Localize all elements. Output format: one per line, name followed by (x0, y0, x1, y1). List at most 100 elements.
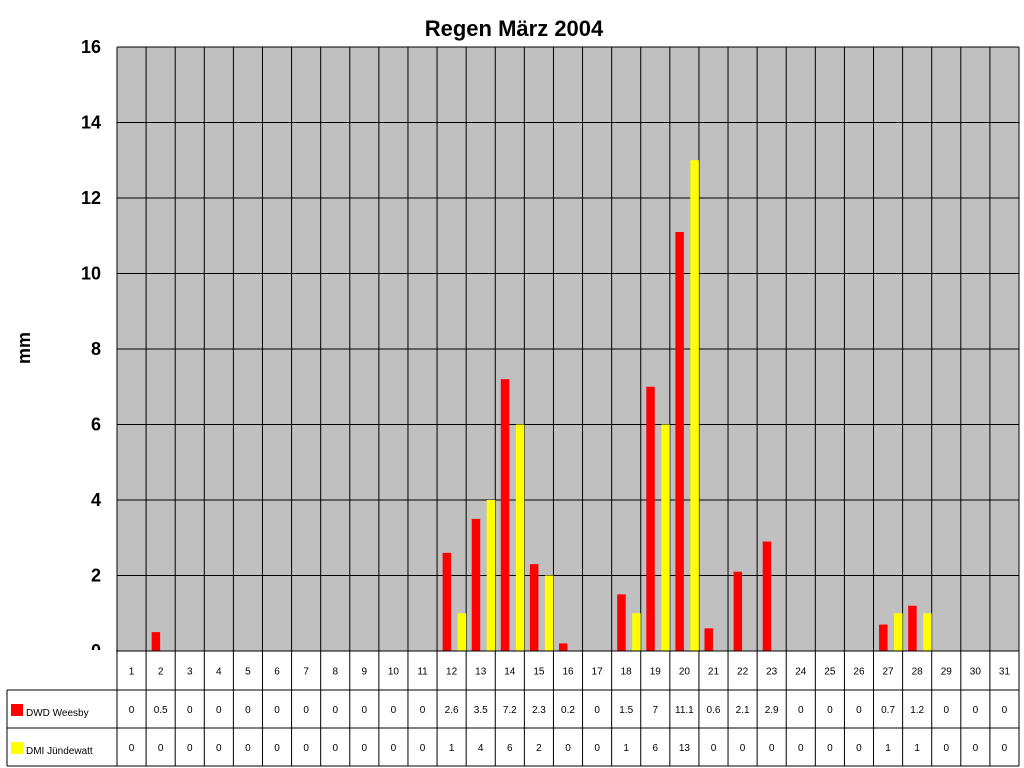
y-axis-label: mm (14, 332, 34, 364)
table-value: 7.2 (503, 705, 517, 716)
table-value: 0 (303, 743, 309, 754)
y-tick-label: 6 (91, 415, 101, 435)
category-label: 15 (533, 667, 545, 678)
table-value: 0 (769, 743, 775, 754)
y-tick-label: 8 (91, 339, 101, 359)
bar-dwd-20 (675, 231, 684, 651)
bar-dwd-14 (500, 379, 510, 651)
table-value: 0 (711, 743, 717, 754)
table-value: 0 (158, 743, 164, 754)
category-label: 27 (883, 667, 895, 678)
table-value: 0 (187, 705, 193, 716)
bar-dmi-15 (544, 575, 554, 651)
legend-label: DWD Weesby (26, 708, 89, 719)
table-value: 0 (129, 705, 135, 716)
category-label: 14 (504, 667, 516, 678)
table-value: 13 (679, 743, 691, 754)
table-value: 1 (623, 743, 629, 754)
table-value: 2.9 (765, 705, 779, 716)
bar-dwd-12 (442, 552, 452, 651)
table-value: 2 (536, 743, 542, 754)
table-value: 6 (653, 743, 659, 754)
category-label: 9 (362, 667, 368, 678)
category-label: 21 (708, 667, 720, 678)
table-value: 0 (245, 743, 251, 754)
table-value: 0 (391, 743, 397, 754)
table-value: 0 (973, 705, 979, 716)
y-tick-label: 14 (81, 113, 101, 133)
table-value: 0 (740, 743, 746, 754)
category-label: 22 (737, 667, 749, 678)
table-blank-corner (0, 650, 116, 689)
bar-dmi-14 (515, 424, 525, 651)
category-label: 20 (679, 667, 691, 678)
category-label: 12 (446, 667, 458, 678)
category-label: 17 (592, 667, 604, 678)
table-value: 1 (449, 743, 455, 754)
table-value: 0 (943, 705, 949, 716)
bars (151, 160, 932, 651)
table-value: 0.7 (881, 705, 895, 716)
table-value: 0 (274, 743, 280, 754)
table-value: 0 (856, 743, 862, 754)
category-label: 19 (650, 667, 662, 678)
y-tick-label: 12 (81, 188, 101, 208)
category-label: 7 (303, 667, 309, 678)
bar-dmi-18 (632, 613, 641, 651)
table-value: 3.5 (474, 705, 488, 716)
y-axis-ticks: 0246810121416 (81, 37, 101, 661)
category-label: 13 (475, 667, 487, 678)
category-label: 6 (274, 667, 280, 678)
bar-dwd-28 (908, 605, 917, 651)
y-tick-label: 4 (91, 490, 101, 510)
table-value: 2.1 (736, 705, 750, 716)
table-value: 0 (303, 705, 309, 716)
bar-dwd-18 (617, 594, 626, 651)
bar-dwd-19 (646, 386, 655, 651)
table-value: 2.3 (532, 705, 546, 716)
bar-dwd-2 (151, 632, 161, 651)
table-value: 0 (827, 743, 833, 754)
category-label: 1 (129, 667, 135, 678)
bar-dmi-20 (690, 160, 699, 651)
category-label: 28 (912, 667, 924, 678)
table-value: 0 (594, 743, 600, 754)
table-value: 0 (973, 743, 979, 754)
bar-dmi-19 (661, 424, 670, 651)
table-value: 0 (332, 705, 338, 716)
y-tick-label: 2 (91, 566, 101, 586)
table-value: 1.2 (910, 705, 924, 716)
table-value: 0 (420, 705, 426, 716)
category-label: 24 (795, 667, 807, 678)
category-label: 3 (187, 667, 193, 678)
chart-title: Regen März 2004 (425, 16, 604, 41)
table-value: 0.6 (707, 705, 721, 716)
legend-swatch (11, 742, 23, 754)
table-value: 0.2 (561, 705, 575, 716)
table-value: 7 (653, 705, 659, 716)
bar-dwd-27 (879, 624, 888, 651)
table-value: 0 (129, 743, 135, 754)
table-value: 0 (565, 743, 571, 754)
bar-dwd-16 (559, 643, 568, 651)
table-value: 0 (362, 743, 368, 754)
category-label: 4 (216, 667, 222, 678)
table-value: 2.6 (445, 705, 459, 716)
bar-dwd-23 (762, 541, 772, 651)
bar-dmi-28 (923, 613, 932, 651)
table-value: 0 (943, 743, 949, 754)
bar-dwd-13 (471, 518, 481, 651)
y-tick-label: 16 (81, 37, 101, 57)
table-value: 0 (1002, 743, 1008, 754)
table-value: 0 (216, 705, 222, 716)
table-value: 0 (332, 743, 338, 754)
table-value: 0 (187, 743, 193, 754)
table-value: 1 (885, 743, 891, 754)
table-value: 1.5 (619, 705, 633, 716)
table-value: 1 (914, 743, 920, 754)
bar-dmi-12 (457, 613, 467, 651)
table-value: 0 (362, 705, 368, 716)
category-label: 23 (766, 667, 778, 678)
category-label: 10 (388, 667, 400, 678)
